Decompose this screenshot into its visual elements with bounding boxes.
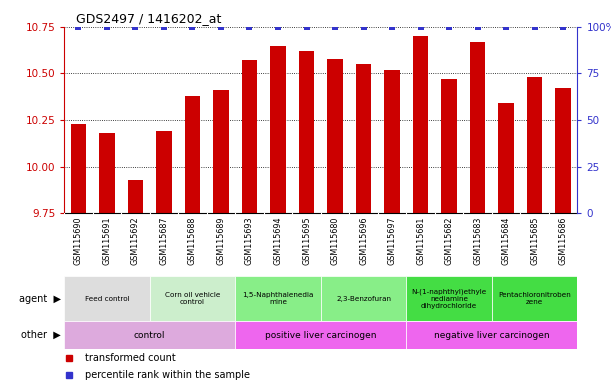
Text: GSM115696: GSM115696 (359, 216, 368, 265)
Text: positive liver carcinogen: positive liver carcinogen (265, 331, 376, 339)
Bar (527, 77, 543, 213)
Bar (470, 42, 486, 213)
Text: Corn oil vehicle
control: Corn oil vehicle control (165, 292, 220, 305)
Bar (241, 60, 257, 213)
Point (558, 24, 568, 30)
Point (131, 24, 141, 30)
Point (330, 24, 340, 30)
Bar (70, 124, 86, 213)
Text: N-(1-naphthyl)ethyle
nediamine
dihydrochloride: N-(1-naphthyl)ethyle nediamine dihydroch… (411, 288, 487, 309)
Bar (441, 79, 457, 213)
Point (530, 24, 540, 30)
Text: GSM115686: GSM115686 (558, 216, 568, 265)
Bar (128, 180, 143, 213)
Text: GDS2497 / 1416202_at: GDS2497 / 1416202_at (76, 12, 222, 25)
Point (387, 24, 397, 30)
Text: GSM115680: GSM115680 (331, 216, 340, 265)
Bar (213, 90, 229, 213)
Bar (356, 64, 371, 213)
Bar (185, 96, 200, 213)
Text: negative liver carcinogen: negative liver carcinogen (434, 331, 550, 339)
Bar (492, 276, 577, 321)
Text: other  ▶: other ▶ (21, 330, 61, 340)
Point (244, 24, 254, 30)
Text: agent  ▶: agent ▶ (19, 293, 61, 304)
Text: GSM115690: GSM115690 (74, 216, 83, 265)
Bar (235, 321, 406, 349)
Point (302, 24, 312, 30)
Bar (413, 36, 428, 213)
Text: GSM115689: GSM115689 (216, 216, 225, 265)
Point (273, 24, 283, 30)
Point (102, 24, 112, 30)
Text: 1,5-Naphthalenedia
mine: 1,5-Naphthalenedia mine (243, 292, 313, 305)
Bar (555, 88, 571, 213)
Text: GSM115691: GSM115691 (103, 216, 111, 265)
Text: GSM115685: GSM115685 (530, 216, 539, 265)
Bar (270, 45, 286, 213)
Text: GSM115692: GSM115692 (131, 216, 140, 265)
Text: GSM115684: GSM115684 (502, 216, 511, 265)
Text: GSM115694: GSM115694 (274, 216, 282, 265)
Text: GSM115693: GSM115693 (245, 216, 254, 265)
Text: GSM115682: GSM115682 (445, 216, 453, 265)
Text: GSM115687: GSM115687 (159, 216, 169, 265)
Bar (406, 321, 577, 349)
Text: GSM115697: GSM115697 (387, 216, 397, 265)
Point (415, 24, 425, 30)
Point (444, 24, 454, 30)
Bar (64, 276, 150, 321)
Point (473, 24, 483, 30)
Text: percentile rank within the sample: percentile rank within the sample (85, 369, 250, 379)
Text: control: control (134, 331, 166, 339)
Bar (299, 51, 314, 213)
Bar (235, 276, 321, 321)
Bar (406, 276, 492, 321)
Bar (384, 70, 400, 213)
Point (501, 24, 511, 30)
Text: GSM115688: GSM115688 (188, 216, 197, 265)
Text: GSM115695: GSM115695 (302, 216, 311, 265)
Text: GSM115683: GSM115683 (473, 216, 482, 265)
Point (188, 24, 197, 30)
Point (159, 24, 169, 30)
Bar (150, 276, 235, 321)
Text: Pentachloronitroben
zene: Pentachloronitroben zene (498, 292, 571, 305)
Point (216, 24, 226, 30)
Text: transformed count: transformed count (85, 353, 175, 362)
Bar (64, 321, 235, 349)
Point (73, 24, 83, 30)
Bar (321, 276, 406, 321)
Bar (99, 133, 115, 213)
Text: 2,3-Benzofuran: 2,3-Benzofuran (336, 296, 391, 301)
Bar (156, 131, 172, 213)
Text: Feed control: Feed control (84, 296, 130, 301)
Text: GSM115681: GSM115681 (416, 216, 425, 265)
Bar (499, 103, 514, 213)
Bar (327, 58, 343, 213)
Point (359, 24, 368, 30)
